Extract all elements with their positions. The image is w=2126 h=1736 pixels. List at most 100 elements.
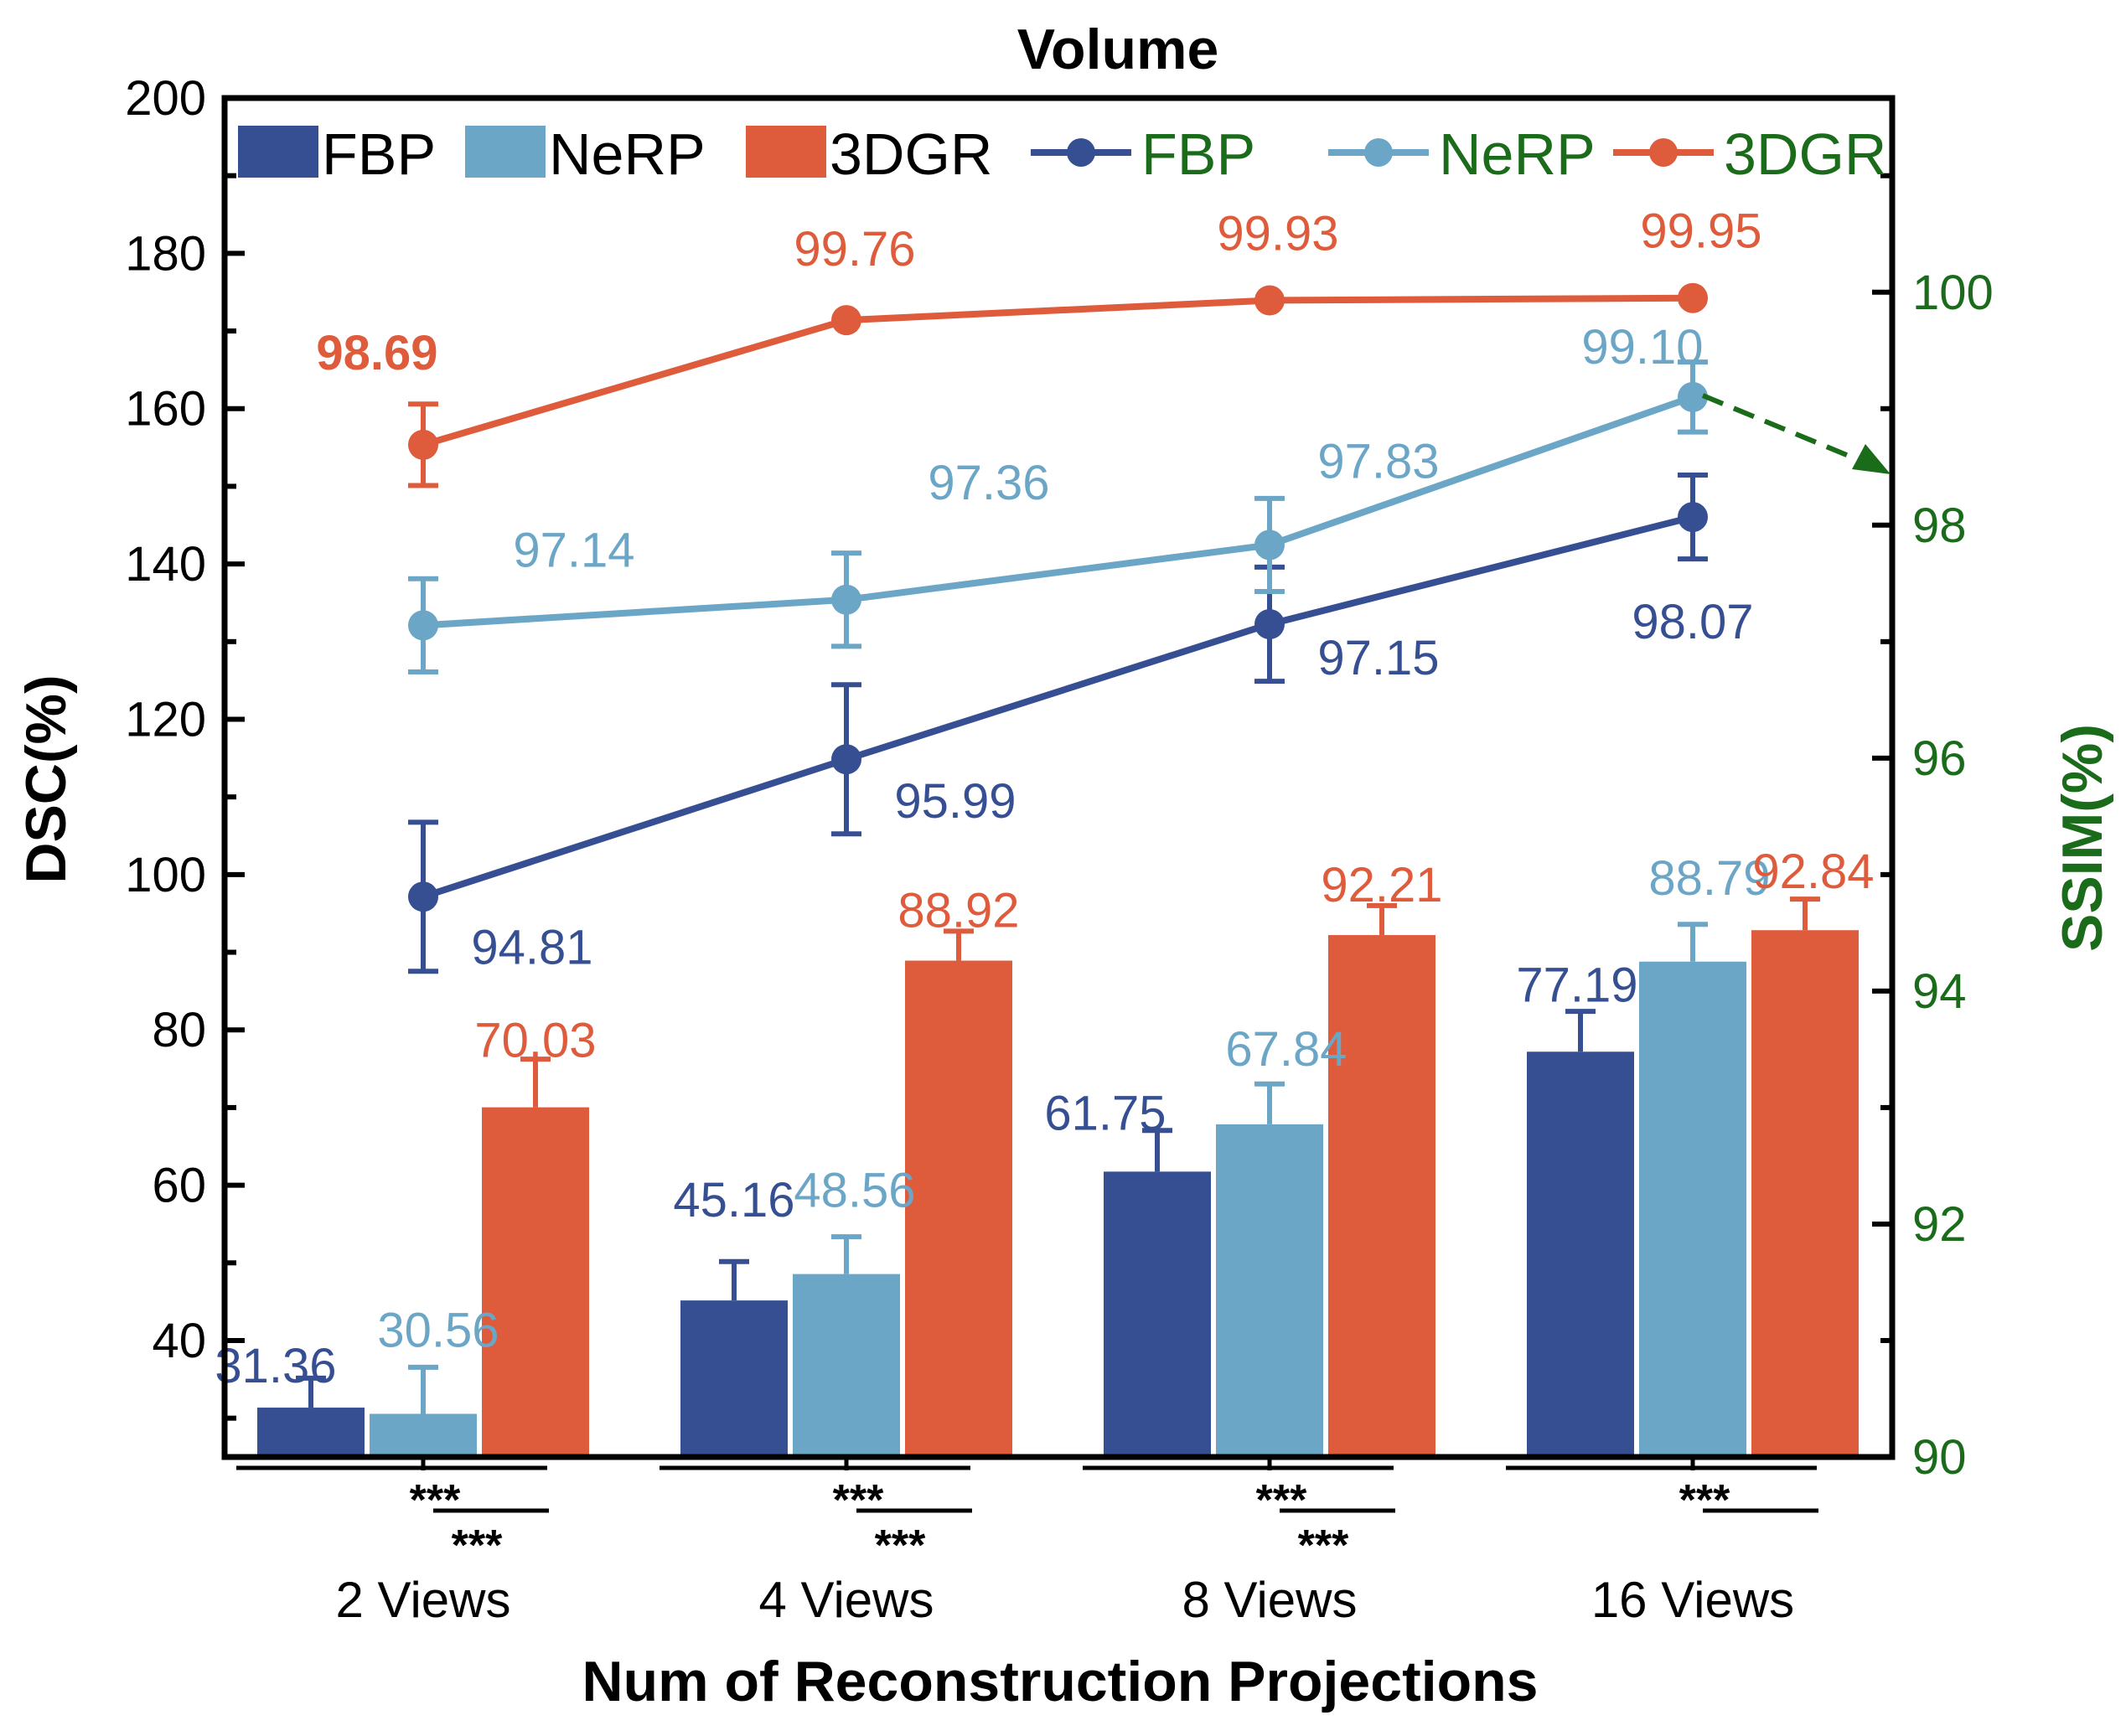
bars-layer [257, 896, 1859, 1457]
legend-label-line-nerp: NeRP [1439, 121, 1596, 187]
bar-fbp-1 [257, 1408, 365, 1457]
right-tick-label: 96 [1912, 731, 1967, 786]
significance-stars: *** [875, 1522, 926, 1570]
right-tick-label: 92 [1912, 1197, 1967, 1252]
bar-fbp-2 [680, 1300, 788, 1457]
y2-axis-title: SSIM(%) [2051, 724, 2114, 952]
right-tick-label: 94 [1912, 964, 1967, 1019]
line-fbp [422, 514, 1694, 901]
line-point-nerp-4 [1678, 381, 1708, 412]
left-tick-label: 140 [125, 537, 206, 592]
legend-swatch-bar-3dgr [746, 126, 826, 178]
bar-3dgr-3 [1328, 935, 1435, 1457]
line-label-nerp-4: 99.10 [1581, 320, 1703, 375]
legend-label-bar-nerp: NeRP [549, 121, 706, 187]
legend-marker-3dgr [1649, 138, 1678, 167]
bar-3dgr-2 [905, 960, 1012, 1457]
line-label-3dgr-1: 98.69 [316, 326, 437, 380]
category-label: 8 Views [1182, 1572, 1357, 1628]
bar-nerp-4 [1639, 961, 1746, 1457]
left-tick-label: 160 [125, 382, 206, 437]
line-point-nerp-3 [1254, 530, 1285, 561]
bar-3dgr-4 [1751, 930, 1859, 1457]
legend-label-line-3dgr: 3DGR [1724, 121, 1886, 187]
line-label-3dgr-4: 99.95 [1640, 204, 1761, 259]
bar-label-3dgr-4: 92.84 [1752, 845, 1874, 899]
legend-label-bar-3dgr: 3DGR [830, 121, 992, 187]
significance-stars: *** [1679, 1476, 1730, 1525]
line-point-fbp-4 [1678, 502, 1708, 533]
bar-label-3dgr-2: 88.92 [897, 884, 1019, 938]
line-label-3dgr-3: 99.93 [1217, 206, 1338, 261]
line-label-nerp-1: 97.14 [513, 523, 634, 577]
legend-label-line-fbp: FBP [1141, 121, 1255, 187]
legend-marker-fbp [1067, 138, 1095, 167]
bar-label-3dgr-3: 92.21 [1321, 858, 1442, 912]
bar-nerp-2 [793, 1274, 900, 1457]
left-tick-label: 40 [152, 1314, 206, 1368]
line-label-3dgr-2: 99.76 [794, 222, 915, 276]
bar-label-nerp-2: 48.56 [794, 1164, 915, 1218]
legend-swatch-bar-fbp [238, 126, 318, 178]
bar-label-nerp-3: 67.84 [1225, 1022, 1347, 1077]
line-point-fbp-3 [1254, 608, 1285, 639]
line-point-3dgr-1 [408, 429, 438, 460]
left-tick-label: 80 [152, 1003, 206, 1057]
line-point-3dgr-4 [1678, 282, 1708, 313]
chart-title: Volume [1017, 18, 1219, 81]
line-label-nerp-3: 97.83 [1317, 434, 1439, 488]
right-tick-label: 98 [1912, 499, 1967, 553]
bar-label-nerp-4: 88.79 [1648, 851, 1770, 906]
line-label-fbp-3: 97.15 [1317, 631, 1439, 685]
left-tick-label: 120 [125, 692, 206, 747]
significance-stars: *** [1298, 1522, 1349, 1570]
bar-fbp-3 [1104, 1171, 1211, 1457]
x-axis-title: Num of Reconstruction Projections [582, 1650, 1539, 1713]
right-tick-label: 90 [1912, 1430, 1967, 1485]
legend-marker-nerp [1364, 138, 1393, 167]
bar-nerp-1 [370, 1413, 477, 1457]
legend-label-bar-fbp: FBP [322, 121, 436, 187]
bar-label-nerp-1: 30.56 [377, 1303, 499, 1357]
lines-layer [408, 282, 1708, 974]
significance-stars: *** [410, 1476, 461, 1525]
significance-stars: *** [452, 1522, 503, 1570]
category-label: 16 Views [1591, 1572, 1794, 1628]
legend: FBP NeRP 3DGR FBP NeRP 3DGR [238, 121, 1886, 187]
category-label: 4 Views [758, 1572, 934, 1628]
bar-label-fbp-4: 77.19 [1516, 958, 1637, 1012]
left-tick-label: 200 [125, 71, 206, 126]
right-tick-label: 100 [1912, 266, 1994, 320]
plot-frame [221, 95, 1896, 1460]
left-axis: 40 60 80 100 120 140 160 180 200 [125, 71, 245, 1421]
bar-fbp-4 [1527, 1051, 1634, 1457]
significance-stars: *** [833, 1476, 884, 1525]
bar-label-3dgr-1: 70.03 [474, 1014, 596, 1068]
bar-label-fbp-3: 61.75 [1044, 1086, 1166, 1140]
left-tick-label: 100 [125, 848, 206, 902]
significance-stars: *** [1256, 1476, 1307, 1525]
left-tick-label: 180 [125, 226, 206, 281]
line-label-nerp-2: 97.36 [928, 456, 1049, 510]
line-point-fbp-2 [831, 744, 861, 775]
left-tick-label: 60 [152, 1159, 206, 1213]
line-point-nerp-1 [408, 610, 438, 641]
category-label: 2 Views [335, 1572, 510, 1628]
line-label-fbp-1: 94.81 [471, 920, 592, 974]
line-label-fbp-2: 95.99 [894, 774, 1016, 829]
right-axis: 90 92 94 96 98 100 [1872, 173, 1994, 1485]
line-label-fbp-4: 98.07 [1632, 595, 1753, 649]
line-point-3dgr-3 [1254, 285, 1285, 316]
bar-label-fbp-1: 31.36 [215, 1339, 336, 1393]
significance-markers: ********************* [236, 1465, 1818, 1570]
category-labels: 2 Views 4 Views 8 Views 16 Views [335, 1457, 1794, 1628]
line-nerp [422, 394, 1694, 629]
line-point-nerp-2 [831, 584, 861, 615]
labels-layer: 31.36 45.16 61.75 77.19 30.56 48.56 67.84 88.79… [215, 204, 1874, 1393]
bar-3dgr-1 [482, 1107, 589, 1457]
legend-swatch-bar-nerp [465, 126, 546, 178]
line-3dgr [422, 294, 1694, 448]
bar-nerp-3 [1216, 1124, 1323, 1457]
bar-label-fbp-2: 45.16 [673, 1173, 794, 1227]
